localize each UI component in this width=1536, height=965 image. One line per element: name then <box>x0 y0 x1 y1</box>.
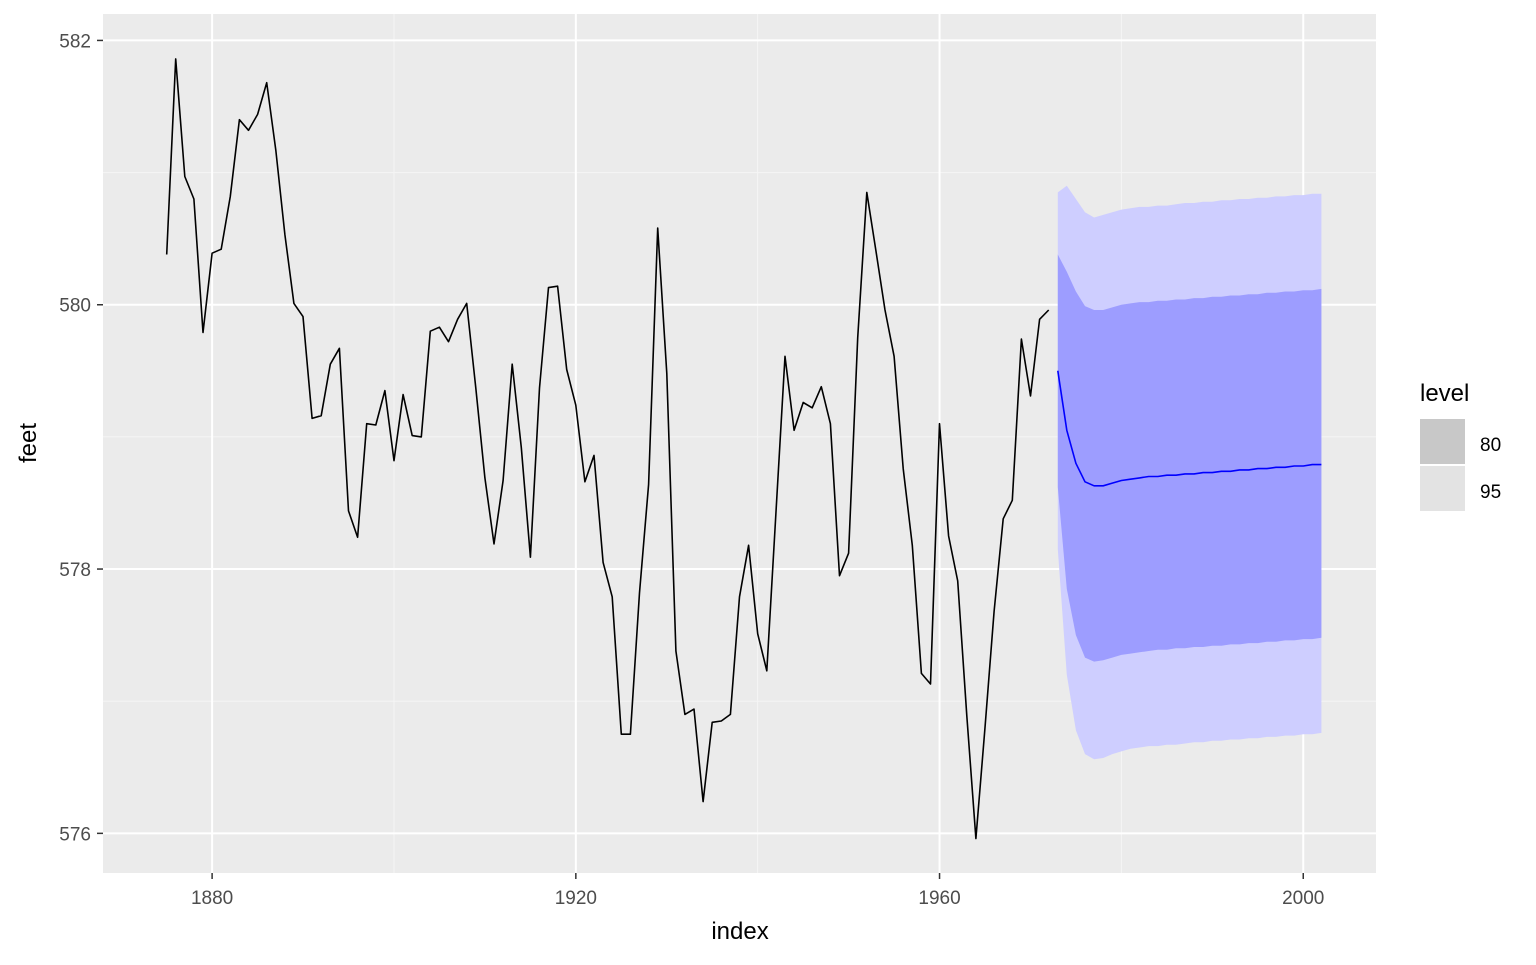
x-tick-label: 1920 <box>555 888 597 909</box>
x-tick-label: 2000 <box>1282 888 1324 909</box>
observed-series <box>165 58 1050 840</box>
forecast-line <box>1057 370 1322 487</box>
y-tick-label: 580 <box>59 296 91 317</box>
legend-key-95 <box>1420 466 1465 511</box>
legend-label-95: 95 <box>1480 482 1501 503</box>
band-80 <box>1057 254 1322 662</box>
legend-key-80 <box>1420 419 1465 464</box>
x-axis: 1880 1920 1960 2000 <box>191 873 1324 909</box>
x-tick-label: 1960 <box>918 888 960 909</box>
legend-label-80: 80 <box>1480 435 1501 456</box>
x-tick-label: 1880 <box>191 888 233 909</box>
forecast-mean-series <box>1057 370 1322 487</box>
y-tick-label: 578 <box>59 560 91 581</box>
legend-title: level <box>1420 380 1469 407</box>
x-axis-title: index <box>711 918 768 945</box>
prediction-interval-80 <box>1057 254 1322 662</box>
y-axis: 576 578 580 582 <box>59 31 103 845</box>
y-tick-label: 582 <box>59 31 91 52</box>
y-axis-title: feet <box>15 423 42 463</box>
y-tick-label: 576 <box>59 824 91 845</box>
legend: level 80 95 <box>1420 380 1501 511</box>
observed-line <box>165 58 1050 840</box>
